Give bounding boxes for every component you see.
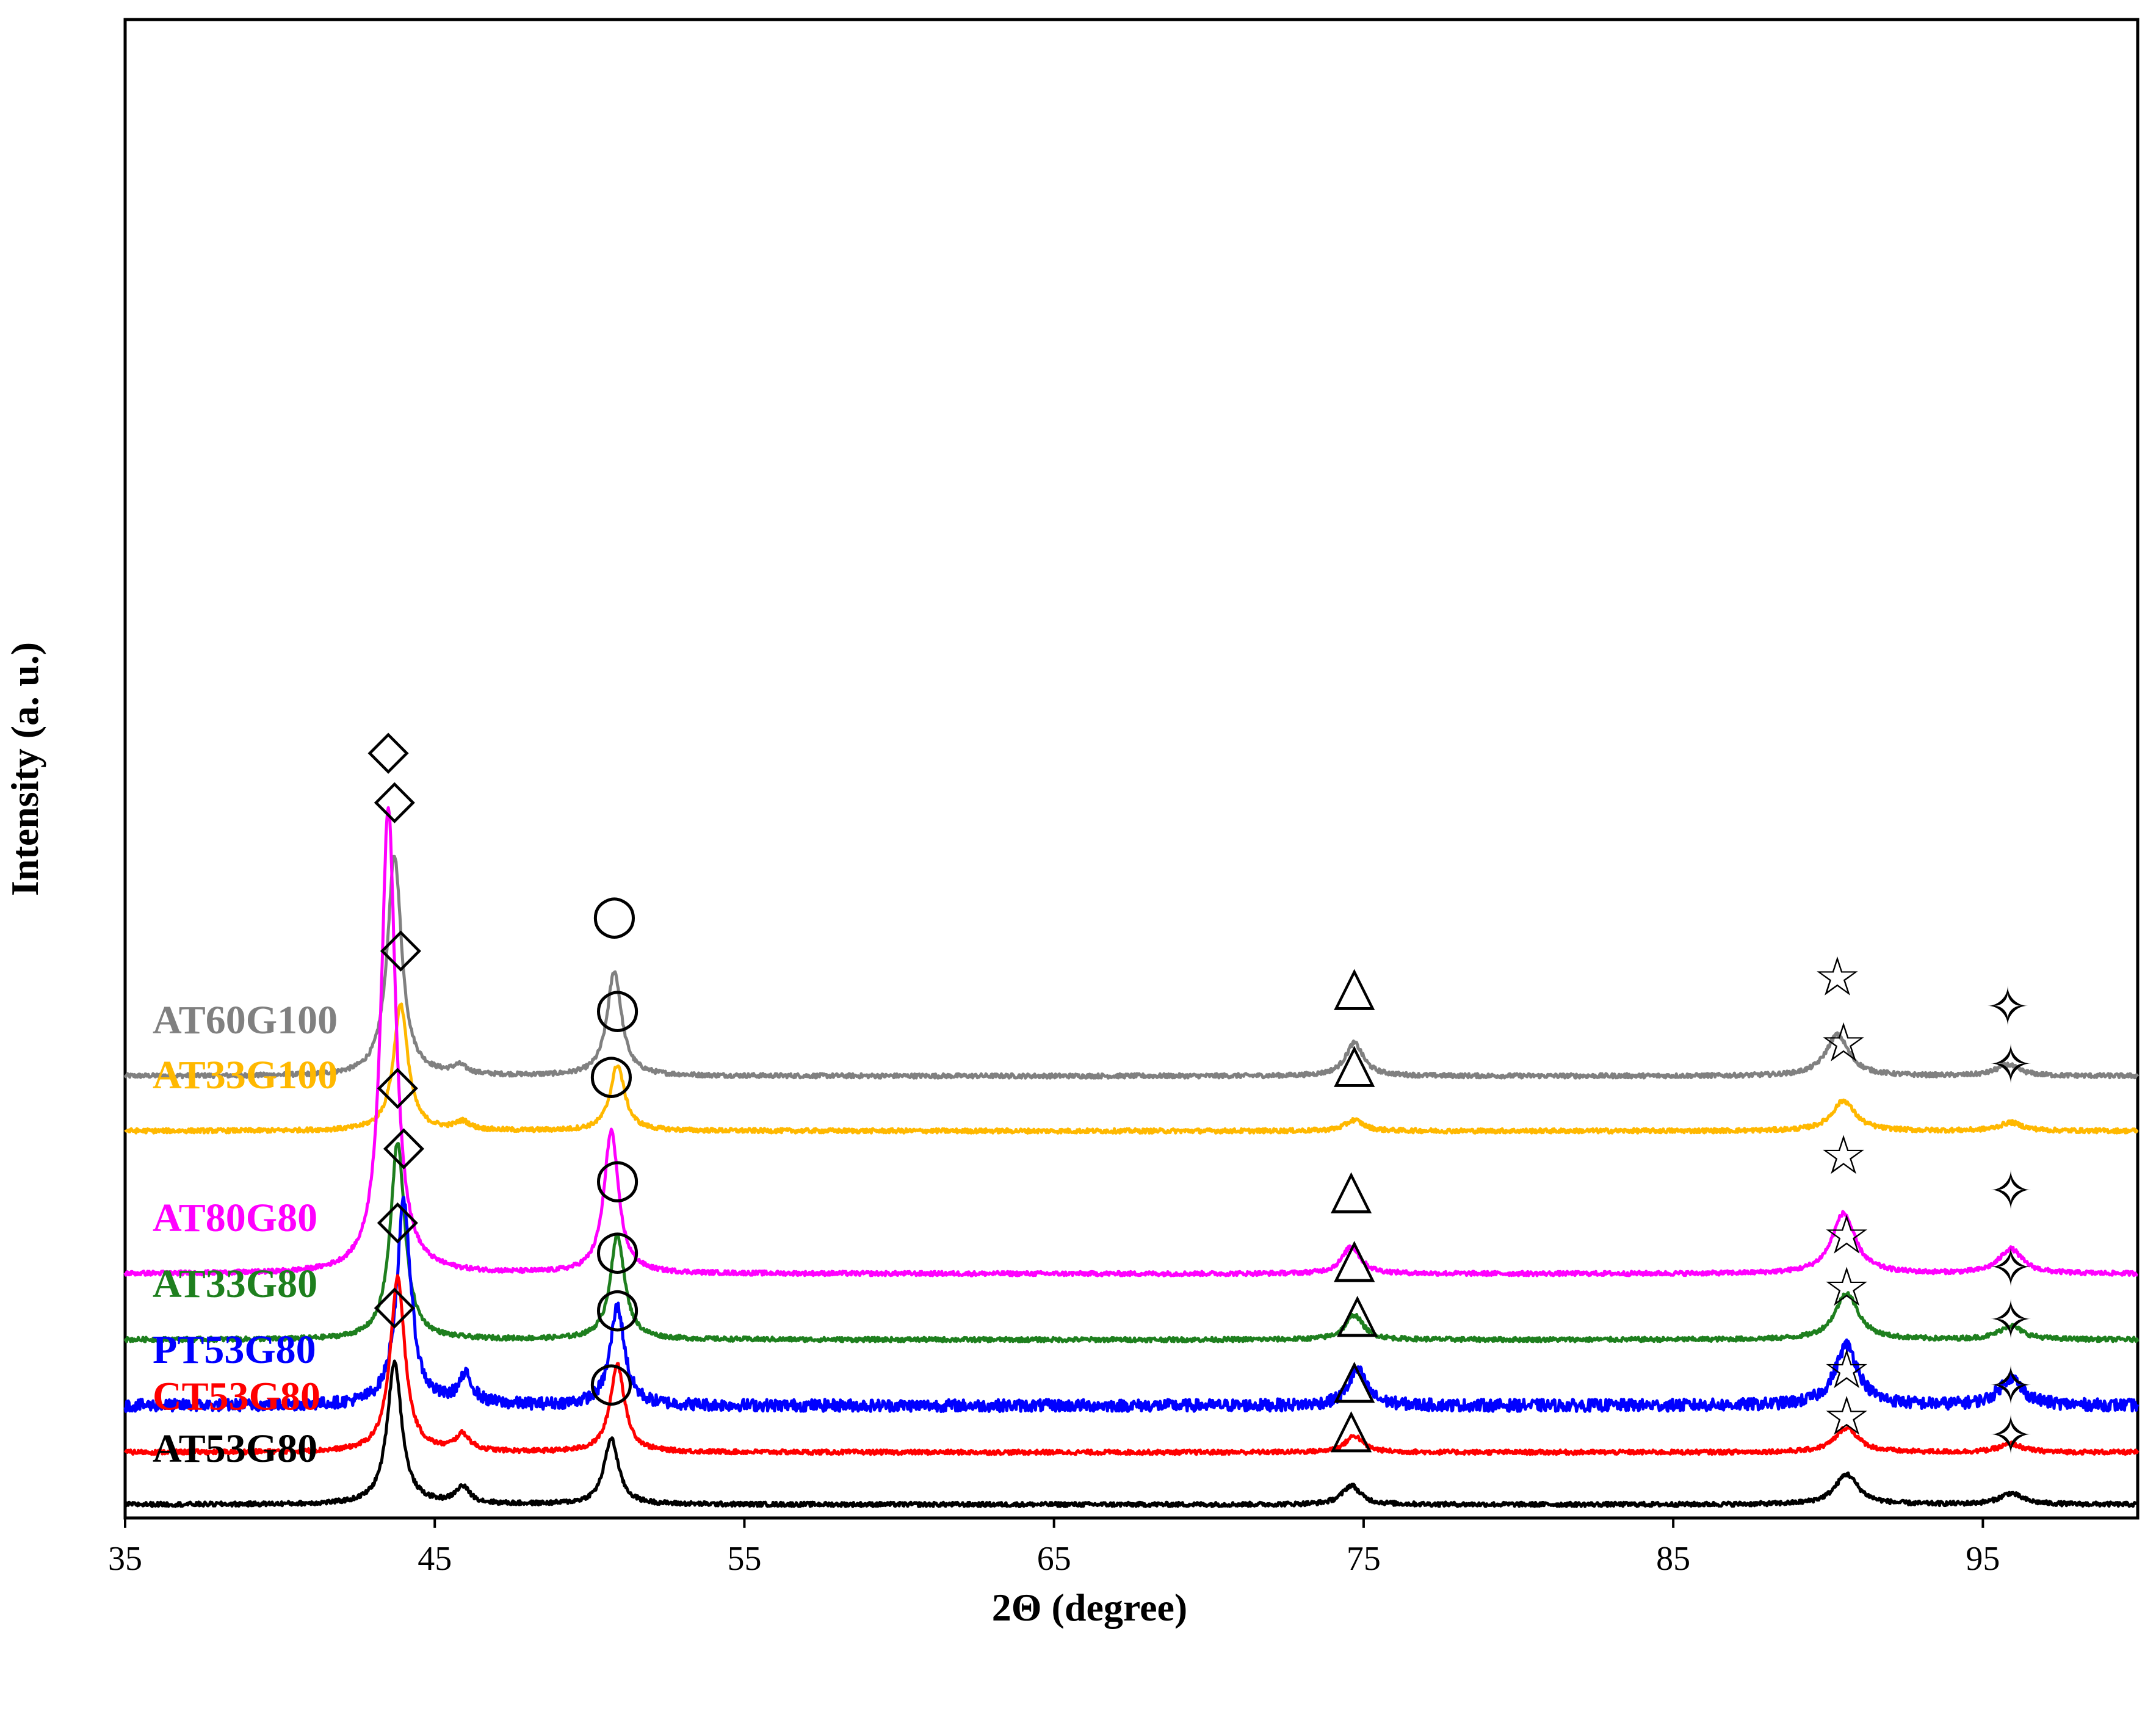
peak-marker-star: ☆ [1820, 1124, 1868, 1187]
x-tick-label: 55 [727, 1540, 761, 1578]
series-label-at53g80: AT53G80 [153, 1426, 317, 1471]
peak-marker-four-point-star: ✧ [1988, 1237, 2033, 1299]
series-label-at80g80: AT80G80 [153, 1196, 317, 1240]
x-tick-label: 75 [1347, 1540, 1381, 1578]
peak-marker-star: ☆ [1823, 1385, 1871, 1448]
peak-marker-four-point-star: ✧ [1985, 975, 2030, 1038]
peak-marker-diamond: ◇ [374, 767, 415, 829]
peak-marker-diamond: ◇ [367, 717, 409, 780]
peak-marker-star: ☆ [1823, 1256, 1871, 1318]
peak-marker-triangle: △ [1331, 1396, 1372, 1459]
x-tick-label: 45 [418, 1540, 452, 1578]
peak-marker-diamond: ◇ [383, 1113, 425, 1176]
plot-frame [123, 18, 2140, 1520]
series-label-at33g80: AT33G80 [153, 1262, 317, 1306]
x-axis-ticks: 35 45 55 65 75 85 95 [108, 1518, 2000, 1578]
series-line-at60g100 [123, 855, 2140, 1080]
peak-marker-triangle: △ [1334, 1226, 1375, 1288]
peak-marker-four-point-star: ✧ [1988, 1288, 2033, 1351]
y-axis-title: Intensity (a. u.) [3, 642, 46, 896]
peak-marker-triangle: △ [1334, 953, 1375, 1016]
series-line-at80g80 [123, 806, 2139, 1277]
peak-marker-circle: ○ [594, 1275, 641, 1338]
series-label-at33g100: AT33G100 [153, 1053, 338, 1097]
peak-marker-four-point-star: ✧ [1988, 1033, 2033, 1096]
x-tick-label: 85 [1656, 1540, 1690, 1578]
x-tick-label: 65 [1037, 1540, 1071, 1578]
series-label-ct53g80: CT53G80 [153, 1375, 320, 1419]
peak-marker-triangle: △ [1337, 1281, 1378, 1343]
x-tick-label: 95 [1966, 1540, 2000, 1578]
series-label-pt53g80: PT53G80 [153, 1328, 316, 1372]
peak-markers: ◇ ○ △ ☆ ✧ ◇ ○ △ ☆ ✧ ◇ ○ △ ☆ ✧ ◇ ○ △ ☆ ✧ ◇ ○ △ ☆ ✧ ◇ ○ △ ☆ ✧ ◇ ○ △ ☆ ✧ [367, 717, 2033, 1467]
x-axis-title: 2Θ (degree) [992, 1586, 1187, 1629]
series-line-ct53g80 [123, 1274, 2140, 1456]
peak-marker-triangle: △ [1334, 1030, 1375, 1093]
peak-marker-diamond: ◇ [380, 915, 422, 978]
series-line-pt53g80 [123, 1196, 2140, 1414]
series-line-at33g80 [123, 1142, 2140, 1343]
series-traces [123, 806, 2140, 1508]
peak-marker-star: ☆ [1823, 1204, 1871, 1267]
peak-marker-four-point-star: ✧ [1988, 1160, 2033, 1223]
x-tick-label: 35 [108, 1540, 142, 1578]
peak-marker-triangle: △ [1331, 1157, 1372, 1220]
peak-marker-diamond: ◇ [377, 1052, 419, 1115]
peak-marker-star: ☆ [1814, 945, 1862, 1008]
peak-marker-circle: ○ [591, 882, 638, 945]
peak-marker-diamond: ◇ [377, 1187, 419, 1250]
peak-marker-triangle: △ [1334, 1346, 1375, 1409]
peak-marker-circle: ○ [594, 1146, 641, 1209]
peak-marker-four-point-star: ✧ [1988, 1354, 2033, 1417]
peak-marker-circle: ○ [594, 1217, 641, 1280]
series-labels: AT60G100 AT33G100 AT80G80 AT33G80 PT53G80CT5… [153, 998, 338, 1471]
peak-marker-circle: ○ [594, 975, 641, 1038]
peak-marker-diamond: ◇ [374, 1272, 415, 1335]
series-line-at53g80 [123, 1359, 2140, 1508]
peak-marker-circle: ○ [588, 1041, 635, 1104]
peak-marker-four-point-star: ✧ [1988, 1404, 2033, 1467]
peak-marker-circle: ○ [588, 1349, 635, 1412]
series-label-at60g100: AT60G100 [153, 998, 338, 1042]
series-line-at33g100 [124, 1002, 2139, 1135]
peak-marker-star: ☆ [1820, 1011, 1868, 1074]
peak-marker-star: ☆ [1823, 1338, 1871, 1401]
